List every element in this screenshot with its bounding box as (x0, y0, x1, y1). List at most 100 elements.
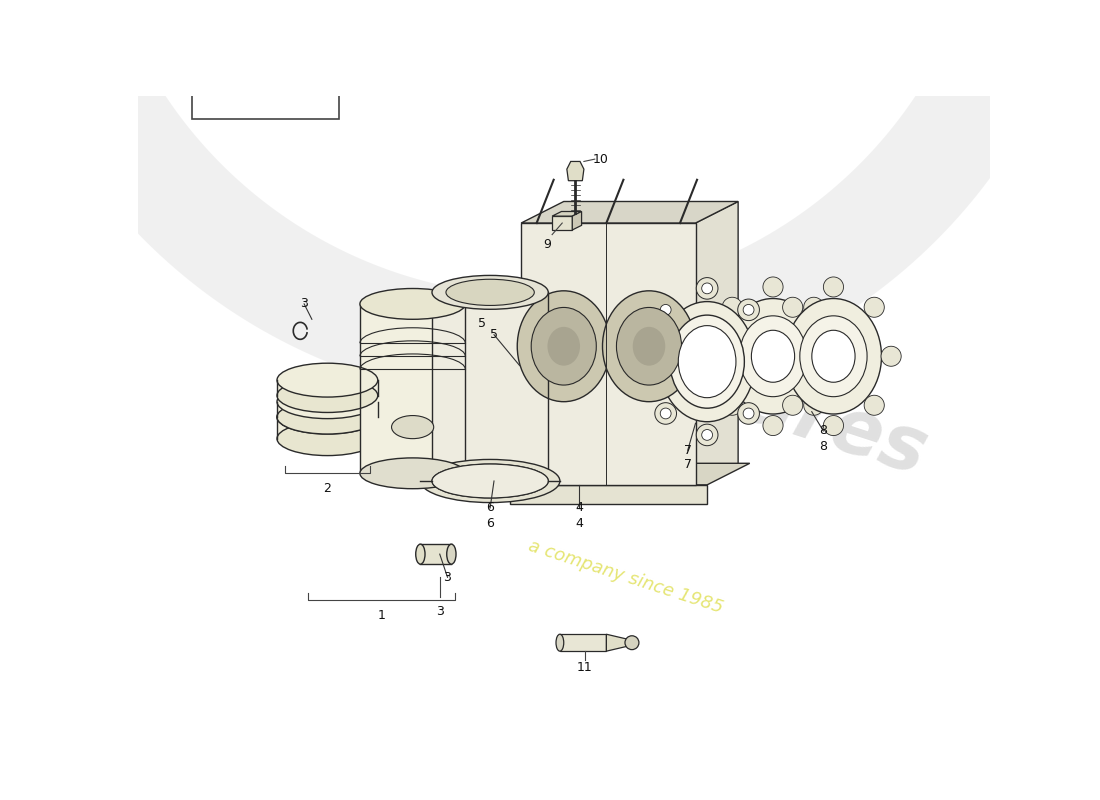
Polygon shape (560, 634, 606, 651)
Circle shape (702, 283, 713, 294)
Polygon shape (1, 0, 1079, 404)
Text: 3: 3 (300, 298, 308, 310)
Circle shape (654, 402, 676, 424)
Text: 6: 6 (486, 517, 494, 530)
Text: 8: 8 (820, 440, 827, 453)
Ellipse shape (616, 307, 682, 385)
Polygon shape (521, 223, 695, 485)
Ellipse shape (670, 315, 745, 408)
Text: 5: 5 (490, 328, 498, 341)
Circle shape (760, 356, 771, 367)
Ellipse shape (432, 464, 548, 498)
Circle shape (824, 277, 844, 297)
Circle shape (763, 415, 783, 435)
Text: a company since 1985: a company since 1985 (526, 538, 725, 618)
Polygon shape (552, 216, 572, 230)
Polygon shape (552, 211, 582, 216)
Ellipse shape (785, 298, 881, 414)
Text: 5: 5 (478, 317, 486, 330)
Ellipse shape (277, 400, 377, 434)
Circle shape (696, 278, 718, 299)
Polygon shape (432, 292, 548, 481)
Polygon shape (566, 162, 584, 181)
Circle shape (782, 298, 803, 318)
Text: 11: 11 (576, 661, 593, 674)
Ellipse shape (432, 464, 548, 498)
Text: 3: 3 (436, 606, 443, 618)
Polygon shape (509, 485, 707, 504)
Polygon shape (695, 202, 738, 485)
Ellipse shape (392, 415, 433, 438)
Text: 7: 7 (684, 444, 692, 457)
Text: 2: 2 (323, 482, 331, 495)
Ellipse shape (432, 275, 548, 310)
Ellipse shape (446, 279, 535, 306)
Ellipse shape (556, 634, 563, 651)
Circle shape (654, 299, 676, 321)
Ellipse shape (751, 330, 794, 382)
Text: 3: 3 (443, 570, 451, 584)
Ellipse shape (416, 544, 425, 564)
Ellipse shape (447, 544, 456, 564)
Circle shape (782, 395, 803, 415)
Circle shape (804, 395, 824, 415)
Ellipse shape (739, 316, 806, 397)
Ellipse shape (277, 422, 377, 455)
Ellipse shape (800, 316, 867, 397)
Polygon shape (572, 211, 582, 230)
Polygon shape (509, 463, 750, 485)
Circle shape (821, 346, 840, 366)
Ellipse shape (360, 458, 465, 489)
Polygon shape (360, 304, 465, 474)
Polygon shape (420, 544, 451, 564)
Ellipse shape (277, 378, 377, 413)
Text: 10: 10 (593, 153, 609, 166)
Ellipse shape (517, 291, 611, 402)
Circle shape (824, 415, 844, 435)
Ellipse shape (705, 318, 728, 353)
Ellipse shape (603, 291, 695, 402)
Ellipse shape (277, 400, 377, 434)
Text: eurospares: eurospares (454, 271, 936, 490)
Ellipse shape (659, 302, 756, 422)
Polygon shape (277, 417, 377, 438)
Circle shape (738, 402, 759, 424)
Circle shape (644, 356, 653, 367)
Circle shape (766, 346, 785, 366)
Circle shape (723, 395, 743, 415)
Ellipse shape (725, 298, 821, 414)
Circle shape (638, 351, 659, 373)
Circle shape (865, 395, 884, 415)
Circle shape (696, 424, 718, 446)
Circle shape (738, 299, 759, 321)
Polygon shape (521, 202, 738, 223)
Polygon shape (277, 402, 377, 417)
Circle shape (881, 346, 901, 366)
Ellipse shape (277, 363, 377, 397)
Text: 7: 7 (684, 458, 692, 470)
Text: 1: 1 (377, 610, 386, 622)
Circle shape (702, 430, 713, 440)
Ellipse shape (360, 289, 465, 319)
Ellipse shape (632, 327, 666, 366)
Circle shape (660, 408, 671, 419)
Text: 4: 4 (575, 502, 583, 514)
FancyBboxPatch shape (191, 0, 339, 119)
Text: 8: 8 (820, 425, 827, 438)
Circle shape (705, 346, 725, 366)
Circle shape (744, 305, 754, 315)
Circle shape (755, 351, 777, 373)
Circle shape (723, 298, 743, 318)
Polygon shape (277, 380, 377, 395)
Ellipse shape (679, 326, 736, 398)
Circle shape (625, 636, 639, 650)
Circle shape (865, 298, 884, 318)
Circle shape (763, 277, 783, 297)
Text: 9: 9 (542, 238, 551, 251)
Ellipse shape (548, 327, 580, 366)
Circle shape (744, 408, 754, 419)
Ellipse shape (531, 307, 596, 385)
Text: 6: 6 (486, 502, 494, 514)
Circle shape (804, 298, 824, 318)
Polygon shape (606, 634, 628, 651)
